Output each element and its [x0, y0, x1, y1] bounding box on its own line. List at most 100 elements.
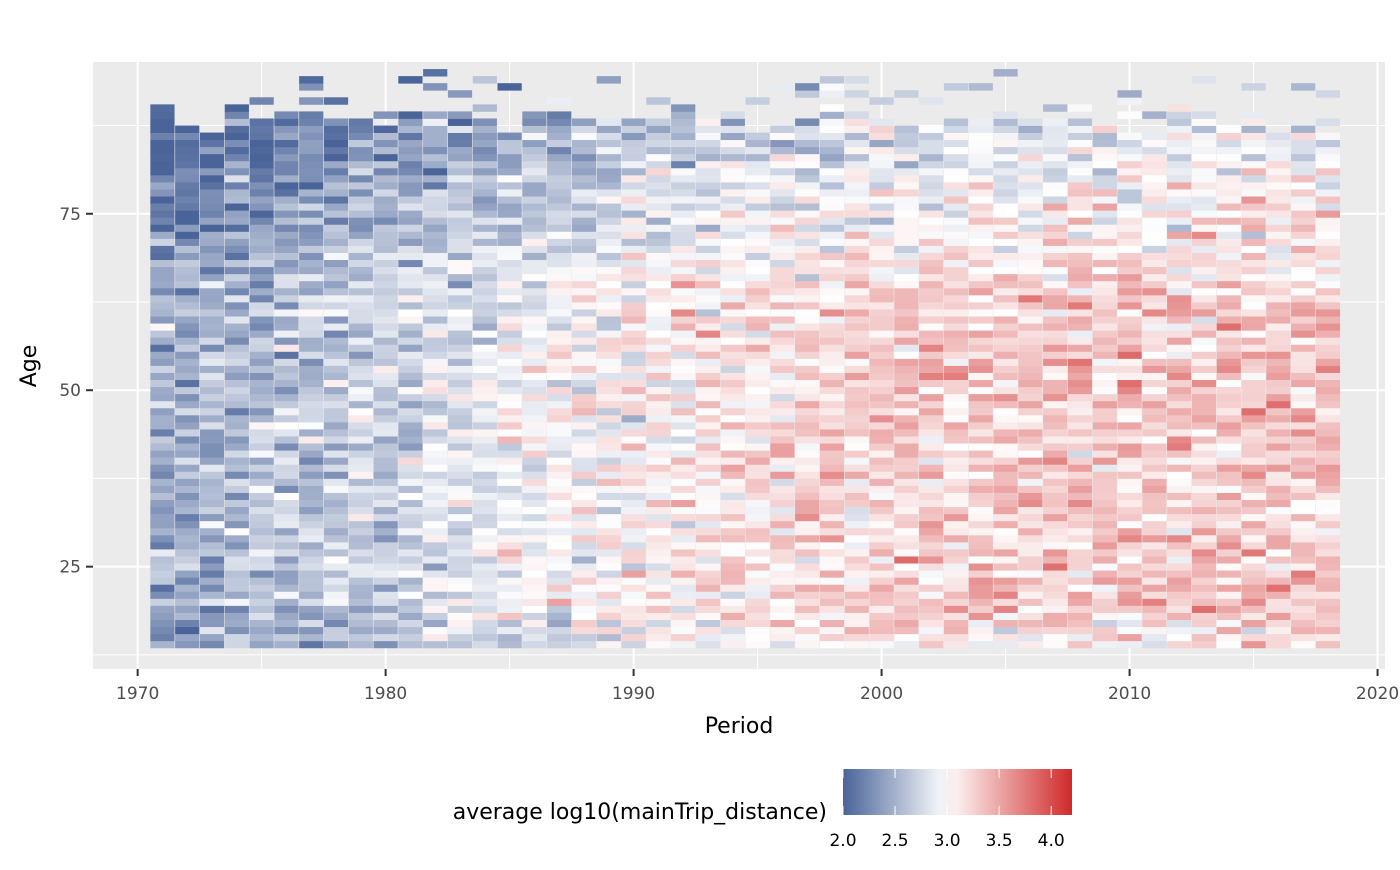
heatmap-cell [1315, 499, 1341, 508]
heatmap-cell [472, 584, 497, 592]
heatmap-cell [175, 513, 200, 522]
heatmap-cell [1067, 160, 1093, 169]
heatmap-cell [919, 125, 944, 133]
heatmap-cell [894, 393, 919, 402]
heatmap-cell [919, 414, 944, 423]
heatmap-cell [1315, 259, 1341, 268]
heatmap-cell [671, 485, 696, 493]
heatmap-cell [1142, 506, 1167, 515]
heatmap-cell [621, 541, 646, 550]
heatmap-cell [199, 549, 225, 557]
heatmap-cell [522, 393, 547, 402]
heatmap-cell [447, 337, 473, 345]
heatmap-cell [844, 492, 869, 501]
heatmap-cell [175, 294, 200, 303]
heatmap-cell [621, 280, 646, 289]
heatmap-cell [1142, 372, 1167, 381]
heatmap-cell [497, 450, 522, 458]
heatmap-cell [373, 450, 398, 458]
heatmap-cell [894, 252, 919, 261]
heatmap-cell [547, 189, 572, 197]
heatmap-cell [695, 556, 721, 564]
heatmap-cell [1167, 217, 1192, 225]
heatmap-cell [522, 591, 547, 599]
heatmap-cell [472, 167, 497, 176]
heatmap-cell [621, 527, 646, 536]
heatmap-cell [1216, 153, 1241, 162]
heatmap-cell [795, 485, 820, 493]
heatmap-cell [1067, 478, 1093, 486]
heatmap-cell [1241, 478, 1266, 486]
heatmap-cell [943, 83, 969, 91]
heatmap-cell [398, 203, 423, 211]
heatmap-cell [720, 330, 745, 338]
heatmap-cell [919, 287, 944, 296]
heatmap-cell [547, 563, 572, 571]
heatmap-cell [770, 534, 795, 543]
heatmap-cell [249, 464, 274, 472]
heatmap-cell [348, 252, 373, 261]
heatmap-cell [1142, 196, 1167, 204]
heatmap-cell [943, 259, 969, 268]
heatmap-cell [299, 492, 324, 501]
heatmap-cell [249, 429, 274, 437]
heatmap-cell [423, 245, 448, 253]
heatmap-cell [348, 421, 373, 430]
heatmap-cell [150, 577, 175, 585]
heatmap-cell [1241, 330, 1266, 338]
heatmap-cell [1117, 605, 1142, 613]
heatmap-cell [646, 294, 671, 303]
heatmap-cell [819, 492, 845, 501]
heatmap-cell [472, 259, 497, 268]
heatmap-cell [869, 301, 894, 310]
heatmap-cell [1092, 450, 1117, 458]
heatmap-cell [447, 231, 473, 239]
heatmap-cell [522, 421, 547, 430]
heatmap-cell [1191, 443, 1217, 451]
heatmap-cell [919, 626, 944, 635]
heatmap-cell [323, 414, 349, 423]
heatmap-cell [547, 203, 572, 211]
heatmap-cell [1315, 591, 1341, 599]
heatmap-cell [993, 153, 1018, 162]
heatmap-cell [894, 570, 919, 578]
heatmap-cell [1167, 626, 1192, 635]
heatmap-cell [869, 429, 894, 437]
heatmap-cell [770, 450, 795, 458]
heatmap-cell [968, 160, 993, 169]
heatmap-cell [547, 379, 572, 388]
heatmap-cell [795, 189, 820, 197]
heatmap-cell [1067, 612, 1093, 620]
heatmap-cell [621, 520, 646, 529]
heatmap-cell [646, 640, 671, 649]
heatmap-cell [1241, 457, 1266, 465]
heatmap-cell [1067, 429, 1093, 437]
heatmap-cell [1142, 527, 1167, 536]
heatmap-cell [695, 372, 721, 381]
heatmap-cell [299, 549, 324, 557]
heatmap-cell [795, 266, 820, 275]
heatmap-cell [993, 139, 1018, 148]
heatmap-cell [199, 189, 225, 197]
heatmap-cell [1266, 513, 1291, 522]
heatmap-cell [1291, 407, 1316, 416]
heatmap-cell [274, 358, 299, 366]
heatmap-cell [1291, 125, 1316, 133]
heatmap-cell [447, 111, 473, 119]
heatmap-cell [1117, 443, 1142, 451]
heatmap-cell [199, 160, 225, 169]
heatmap-cell [423, 612, 448, 620]
heatmap-cell [844, 210, 869, 218]
heatmap-cell [869, 287, 894, 296]
heatmap-cell [894, 358, 919, 366]
heatmap-cell [943, 146, 969, 155]
heatmap-cell [522, 478, 547, 486]
heatmap-cell [323, 160, 349, 169]
heatmap-cell [993, 372, 1018, 381]
heatmap-cell [398, 174, 423, 183]
heatmap-cell [175, 471, 200, 479]
heatmap-cell [398, 139, 423, 148]
heatmap-cell [323, 323, 349, 331]
heatmap-cell [547, 153, 572, 162]
heatmap-cell [795, 83, 820, 91]
